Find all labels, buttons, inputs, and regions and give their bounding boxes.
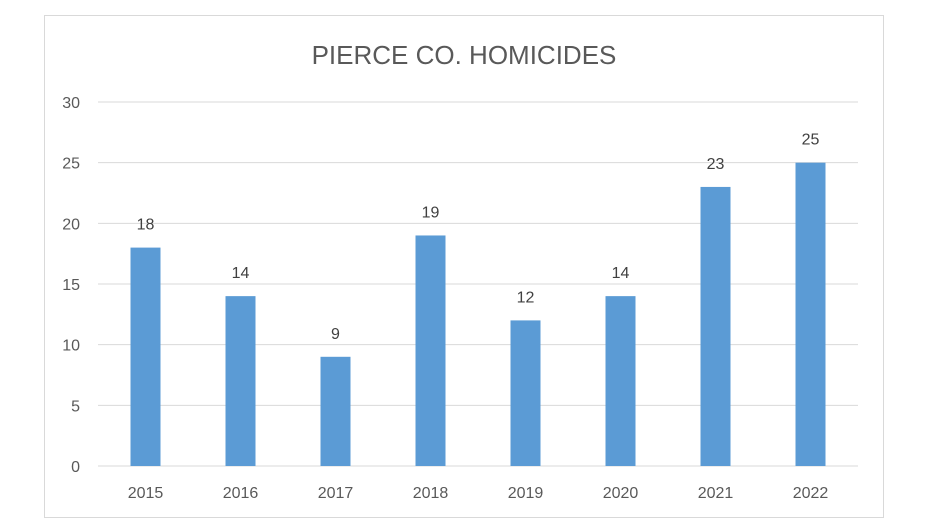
chart-title: PIERCE CO. HOMICIDES bbox=[312, 40, 617, 70]
x-tick-label: 2017 bbox=[318, 485, 354, 502]
y-tick-label: 5 bbox=[71, 398, 80, 415]
y-axis-ticks: 0 5 10 15 20 25 30 bbox=[62, 95, 80, 476]
y-tick-label: 15 bbox=[62, 277, 80, 294]
data-label: 12 bbox=[517, 289, 535, 306]
data-label: 14 bbox=[612, 265, 630, 282]
x-axis-ticks: 2015 2016 2017 2018 2019 2020 2021 2022 bbox=[128, 485, 829, 502]
y-tick-label: 25 bbox=[62, 156, 80, 173]
data-label: 18 bbox=[137, 217, 155, 234]
bars bbox=[130, 162, 826, 466]
y-tick-label: 0 bbox=[71, 459, 80, 476]
bar bbox=[225, 296, 256, 466]
x-tick-label: 2021 bbox=[698, 485, 734, 502]
chart-frame bbox=[44, 15, 884, 518]
data-label: 25 bbox=[802, 132, 820, 149]
y-tick-label: 10 bbox=[62, 338, 80, 355]
bar bbox=[700, 186, 731, 466]
x-tick-label: 2018 bbox=[413, 485, 449, 502]
x-tick-label: 2020 bbox=[603, 485, 639, 502]
bar bbox=[605, 296, 636, 466]
x-tick-label: 2019 bbox=[508, 485, 544, 502]
x-tick-label: 2015 bbox=[128, 485, 164, 502]
gridlines bbox=[98, 101, 858, 467]
bar bbox=[795, 162, 826, 466]
data-label: 19 bbox=[422, 204, 440, 221]
bar bbox=[415, 235, 446, 466]
data-label: 23 bbox=[707, 156, 725, 173]
x-tick-label: 2022 bbox=[793, 485, 829, 502]
data-labels: 18 14 9 19 12 14 23 25 bbox=[137, 132, 820, 343]
y-tick-label: 20 bbox=[62, 216, 80, 233]
data-label: 14 bbox=[232, 265, 250, 282]
bar bbox=[510, 320, 541, 466]
x-tick-label: 2016 bbox=[223, 485, 259, 502]
data-label: 9 bbox=[331, 326, 340, 343]
bar bbox=[320, 356, 351, 466]
bar bbox=[130, 247, 161, 466]
y-tick-label: 30 bbox=[62, 95, 80, 112]
